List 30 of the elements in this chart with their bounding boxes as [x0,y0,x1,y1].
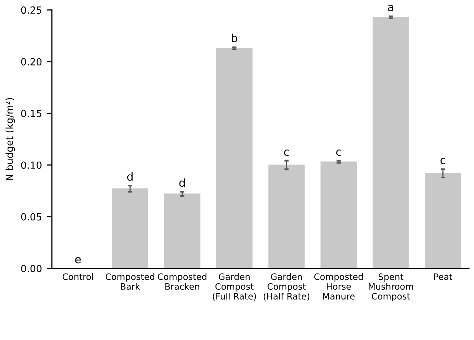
annotation: d [127,172,133,181]
annotation: c [284,150,290,156]
x-tick-label: Composted Bark [106,273,154,290]
bar [320,162,358,269]
annotation: c [440,158,446,164]
bar [372,17,410,269]
y-tick-label: 0.15 [21,110,42,118]
y-tick-label: 0.10 [21,162,42,170]
x-tick-label: Composted Horse Manure [314,273,364,300]
annotation: a [388,5,394,12]
y-axis-title: N budget (kg/m²) [6,98,16,180]
y-tick-label: 0.00 [21,265,42,272]
x-tick-label: Composted Bracken [158,273,207,290]
x-tick-label: Spent Mushroom Compost [368,274,414,302]
annotation: e [75,257,82,264]
y-tick-label: 0.05 [21,213,42,221]
x-tick-label: Garden Compost (Full Rate) [213,273,256,301]
bar [112,188,148,269]
x-tick-label: Peat [434,274,453,280]
annotation: d [180,178,186,188]
bar [216,48,253,269]
annotation: c [336,150,342,156]
y-tick-label: 0.20 [21,58,42,66]
bar [425,173,462,269]
bar [268,164,305,269]
x-tick-label: Garden Compost (Half Rate) [264,273,310,301]
x-tick-label: Control [62,273,94,280]
y-tick-label: 0.25 [21,6,42,14]
annotation: b [232,34,238,42]
bar [164,194,201,269]
